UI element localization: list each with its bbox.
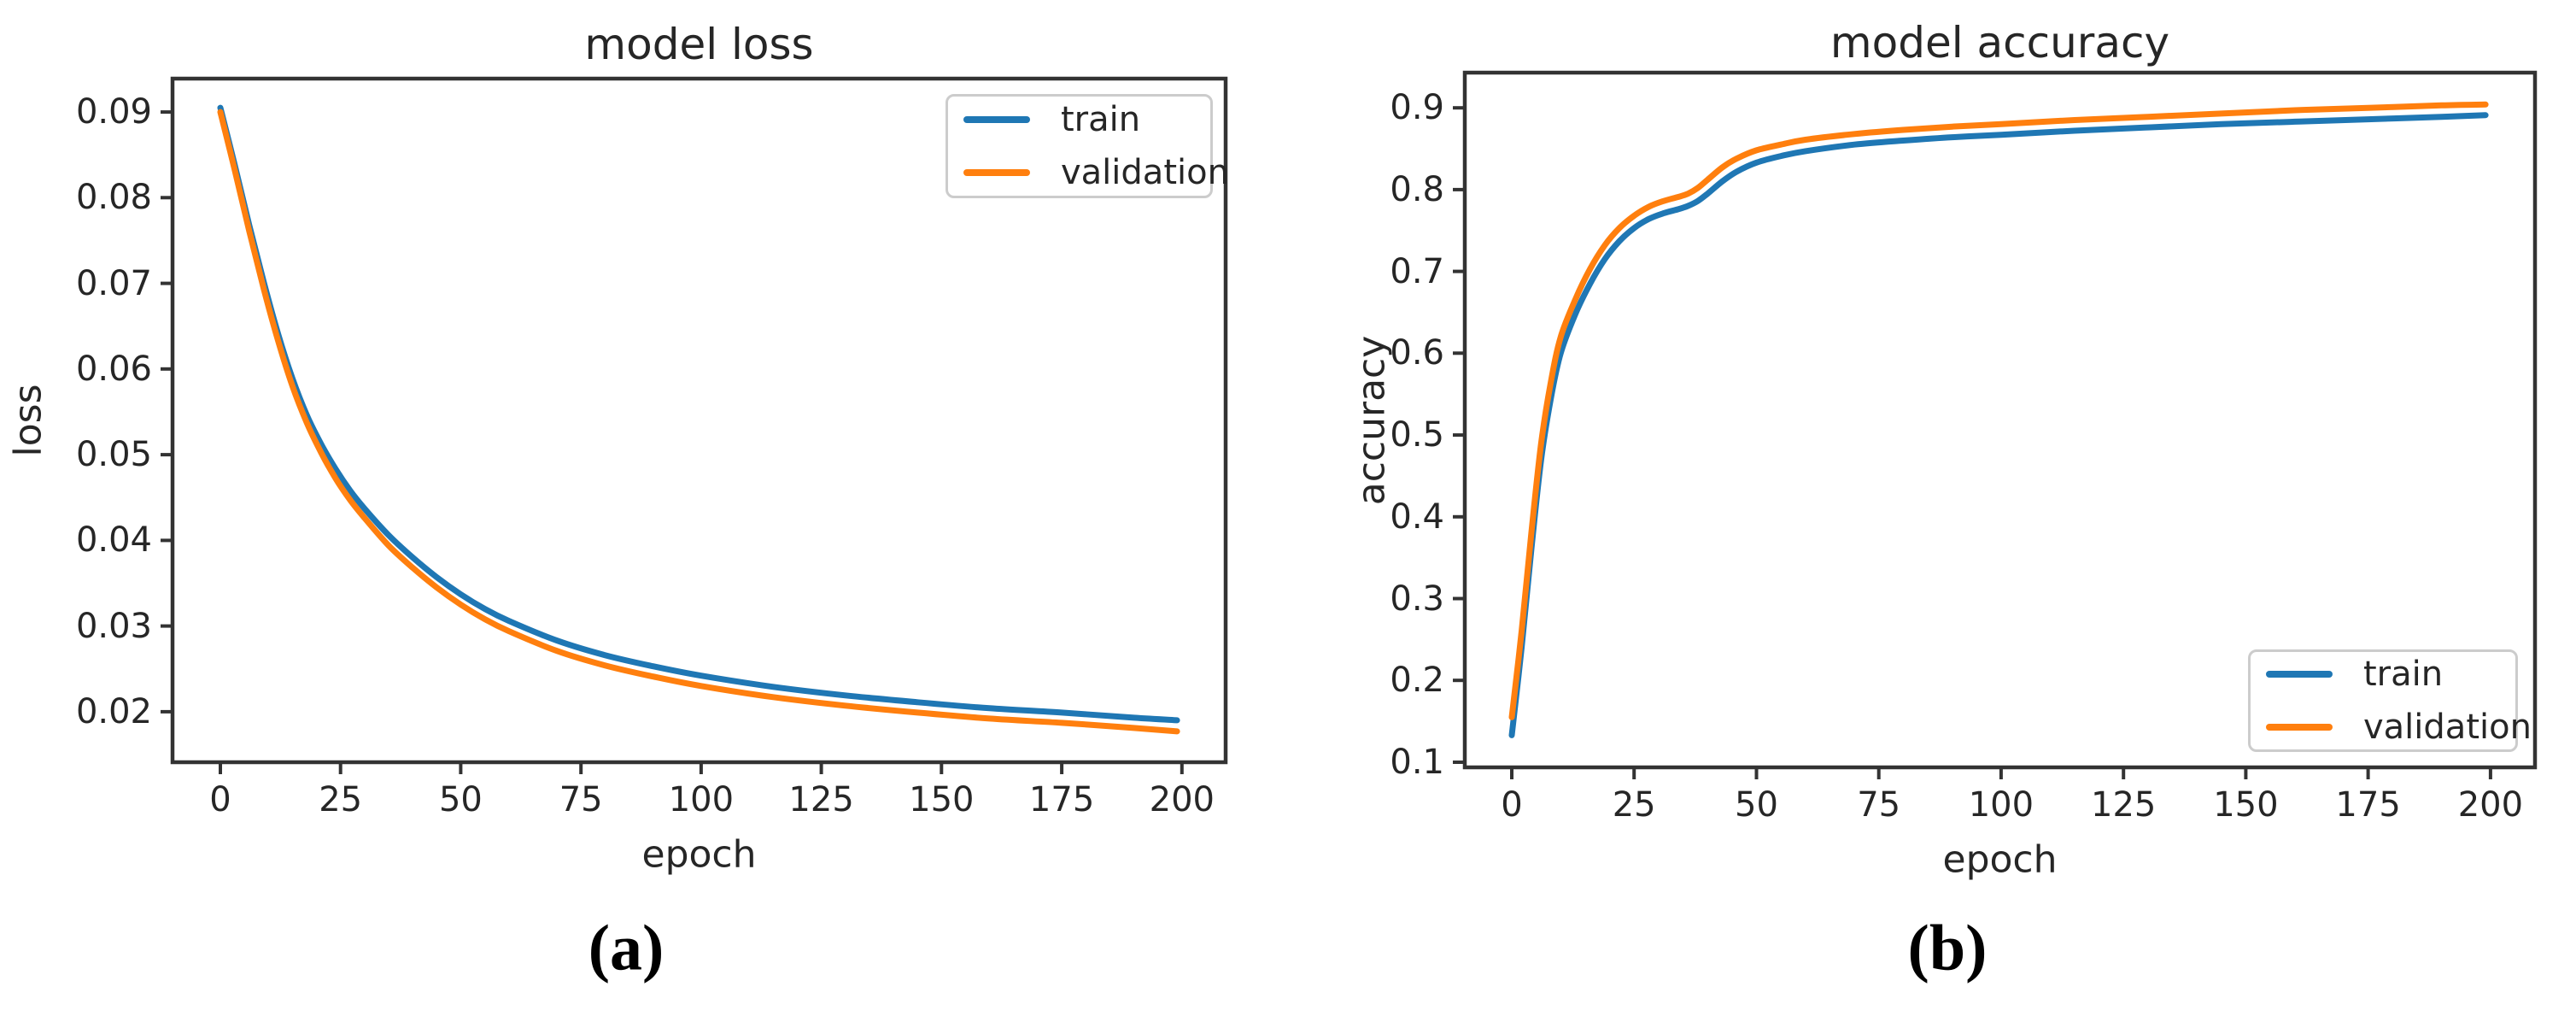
- y-tick-label: 0.06: [75, 349, 152, 389]
- legend-label-train: train: [1061, 100, 1141, 139]
- y-tick-label: 0.03: [75, 606, 152, 646]
- x-tick-label: 175: [2335, 785, 2401, 825]
- x-tick-label: 100: [668, 780, 735, 819]
- panel-label-a: (a): [588, 912, 664, 984]
- y-tick-label: 0.02: [75, 691, 152, 731]
- x-tick-label: 125: [788, 780, 854, 819]
- y-tick-label: 0.9: [1390, 88, 1444, 128]
- y-tick-label: 0.5: [1390, 415, 1444, 455]
- x-tick-label: 75: [1857, 785, 1901, 825]
- x-tick-label: 50: [1735, 785, 1778, 825]
- panel-label-b: (b): [1907, 912, 1988, 984]
- y-tick-label: 0.07: [75, 263, 152, 303]
- chart-title: model loss: [584, 20, 814, 69]
- validation-line-sample: [2266, 724, 2333, 731]
- legend-entry-validation: validation: [948, 153, 1229, 192]
- legend: train validation: [2248, 649, 2532, 752]
- y-tick-label: 0.4: [1390, 496, 1444, 537]
- validation-line-sample: [963, 169, 1030, 176]
- x-axis-label: epoch: [641, 832, 757, 877]
- y-tick-label: 0.6: [1390, 333, 1444, 373]
- legend-label-validation: validation: [2363, 708, 2532, 747]
- y-tick-label: 0.7: [1390, 251, 1444, 291]
- chart-title: model accuracy: [1830, 18, 2170, 68]
- x-tick-label: 150: [2213, 785, 2279, 825]
- y-tick-label: 0.04: [75, 520, 152, 561]
- series-line-train: [217, 104, 1180, 724]
- y-tick-label: 0.2: [1390, 661, 1444, 701]
- legend-entry-train: train: [948, 100, 1210, 139]
- axes-spines: [170, 76, 1228, 765]
- y-tick-label: 0.8: [1390, 169, 1444, 209]
- x-tick-label: 25: [1612, 785, 1656, 825]
- series-line-validation: [1508, 101, 2489, 720]
- legend-entry-train: train: [2251, 655, 2515, 694]
- y-tick-label: 0.1: [1390, 743, 1444, 782]
- series-line-train: [1508, 112, 2489, 738]
- y-tick-label: 0.09: [75, 92, 152, 132]
- y-tick-label: 0.08: [75, 178, 152, 218]
- x-axis-label: epoch: [1942, 837, 2058, 882]
- x-tick-label: 125: [2091, 785, 2157, 825]
- series-line-validation: [217, 109, 1180, 735]
- legend: train validation: [946, 94, 1229, 198]
- x-tick-label: 200: [1149, 780, 1215, 819]
- legend-label-train: train: [2363, 655, 2444, 694]
- y-tick-label: 0.05: [75, 435, 152, 475]
- x-tick-label: 175: [1028, 780, 1095, 819]
- x-tick-label: 200: [2457, 785, 2524, 825]
- train-line-sample: [2266, 671, 2333, 678]
- x-tick-label: 150: [909, 780, 975, 819]
- x-tick-label: 100: [1968, 785, 2034, 825]
- train-line-sample: [963, 116, 1030, 123]
- x-tick-label: 0: [1501, 785, 1523, 825]
- y-tick-label: 0.3: [1390, 579, 1444, 619]
- x-tick-label: 75: [559, 780, 603, 819]
- x-tick-label: 0: [209, 780, 231, 819]
- legend-label-validation: validation: [1061, 153, 1229, 192]
- x-tick-label: 50: [438, 780, 483, 819]
- y-axis-label: loss: [6, 384, 50, 457]
- y-axis-label: accuracy: [1349, 335, 1394, 505]
- x-tick-label: 25: [319, 780, 363, 819]
- legend-entry-validation: validation: [2251, 708, 2532, 747]
